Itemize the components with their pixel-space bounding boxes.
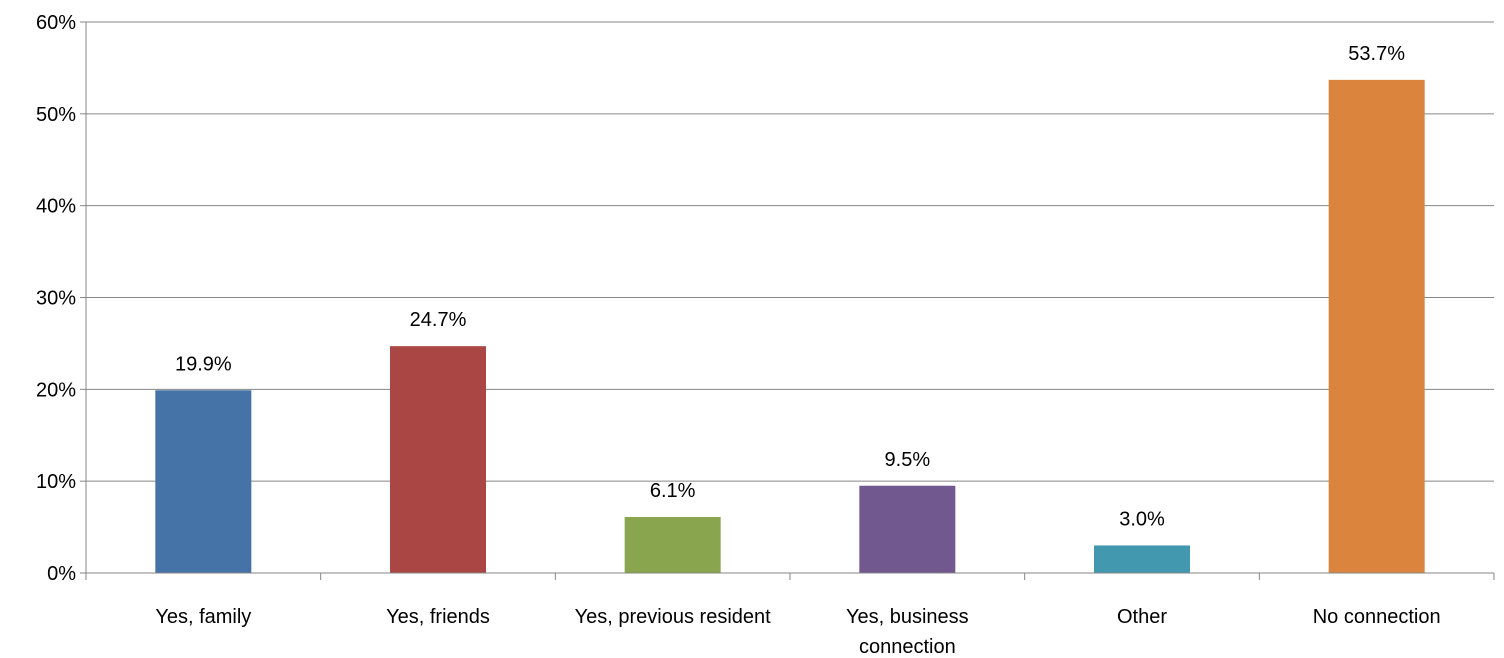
y-tick-label: 50% [36,104,76,126]
bar [1328,79,1425,573]
y-tick-label: 60% [36,12,76,34]
y-tick-label: 30% [36,288,76,310]
data-label: 53.7% [1348,43,1405,65]
gridlines [86,21,1494,482]
y-tick-label: 0% [47,563,76,585]
category-label-line: Yes, business [846,606,969,628]
category-label-line: connection [859,636,956,658]
category-labels: Yes, family Yes, friends Yes, previous res… [155,606,1440,658]
data-label: 3.0% [1119,508,1165,530]
bar [624,516,721,573]
bar [390,346,486,573]
data-label: 24.7% [410,309,467,331]
category-label: Yes, business connection [846,606,969,658]
data-label: 9.5% [885,449,931,471]
category-label-line: Other [1117,606,1167,628]
bar [1094,545,1190,573]
bars [155,79,1425,573]
category-label: Yes, previous resident [575,606,771,628]
data-labels: 19.9% 24.7% 6.1% 9.5% 3.0% 53.7% [175,43,1405,531]
y-tick-label: 10% [36,471,76,493]
category-label: Yes, friends [386,606,490,628]
axes [80,21,1495,580]
category-label: No connection [1313,606,1441,628]
y-tick-label: 20% [36,379,76,401]
category-label: Other [1117,606,1167,628]
bar [859,485,956,573]
category-label-line: Yes, friends [386,606,490,628]
category-label: Yes, family [155,606,251,628]
y-tick-label: 40% [36,196,76,218]
data-label: 19.9% [175,353,232,375]
y-tick-labels: 0% 10% 20% 30% 40% 50% 60% [36,12,76,585]
category-label-line: Yes, family [155,606,251,628]
category-label-line: No connection [1313,606,1441,628]
category-label-line: Yes, previous resident [575,606,771,628]
data-label: 6.1% [650,480,696,502]
bar [155,390,252,573]
